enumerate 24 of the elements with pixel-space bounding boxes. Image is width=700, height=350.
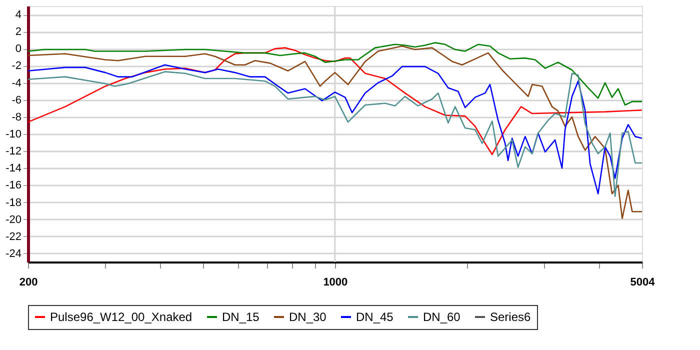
y-tick-label: -6 <box>12 94 22 106</box>
legend-label: DN_45 <box>356 310 394 324</box>
y-tick-label: -14 <box>6 162 22 175</box>
y-tick-label: -16 <box>6 180 22 192</box>
y-tick-label: -24 <box>6 248 22 260</box>
y-tick-label: -18 <box>6 196 22 209</box>
y-tick-label: -10 <box>6 128 22 140</box>
legend-label: DN_15 <box>222 310 260 324</box>
y-tick-label: -22 <box>6 230 22 243</box>
y-tick-label: -4 <box>12 77 22 90</box>
x-tick-label: 5004 <box>630 276 656 288</box>
y-tick-label: 4 <box>15 9 22 22</box>
legend-label: Pulse96_W12_00_Xnaked <box>50 310 192 324</box>
y-tick-label: 0 <box>15 43 22 56</box>
y-tick-label: -12 <box>6 146 22 158</box>
y-tick-label: -2 <box>12 60 22 72</box>
x-tick-label: 1000 <box>323 276 348 288</box>
legend-label: DN_30 <box>289 310 327 324</box>
y-tick-label: 2 <box>15 26 22 38</box>
x-tick-label: 200 <box>19 276 38 288</box>
legend-label: Series6 <box>490 310 532 324</box>
y-tick-label: -20 <box>6 214 22 226</box>
y-tick-label: -8 <box>12 111 22 124</box>
legend-label: DN_60 <box>423 310 461 324</box>
